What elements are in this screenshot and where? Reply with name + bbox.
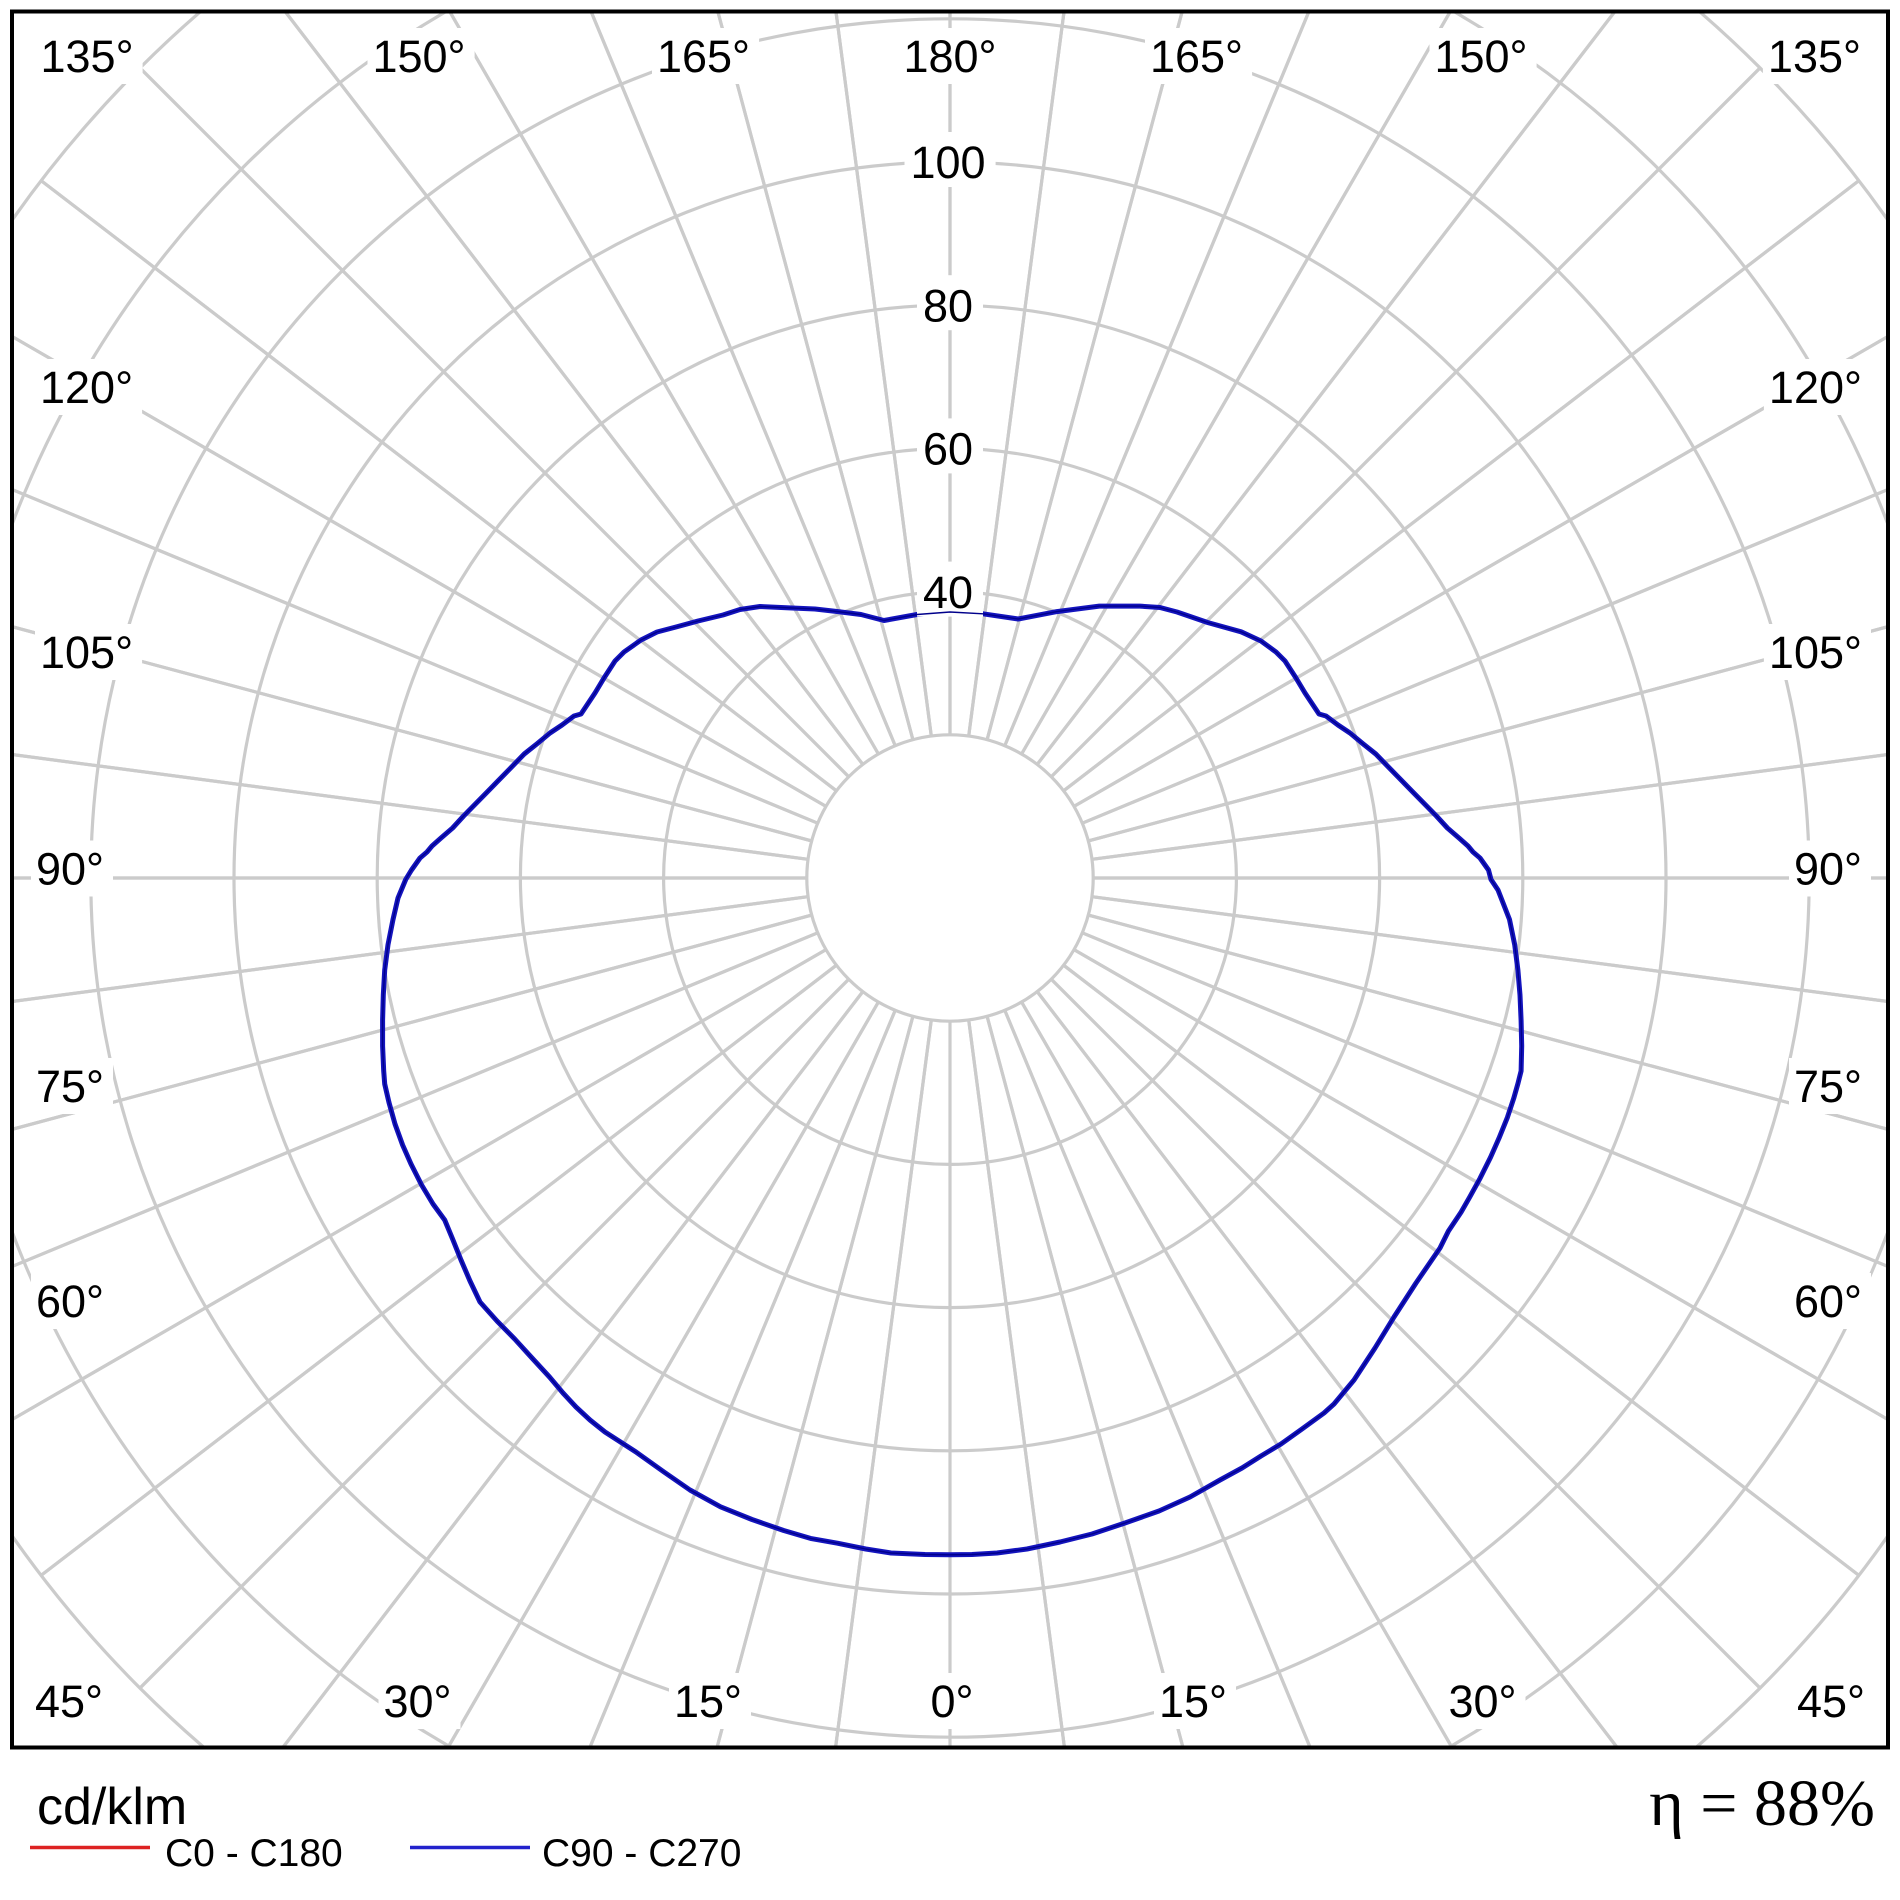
svg-text:15°: 15°: [674, 1676, 742, 1727]
svg-text:90°: 90°: [36, 844, 104, 895]
svg-text:165°: 165°: [657, 31, 750, 82]
svg-text:75°: 75°: [1794, 1061, 1862, 1112]
svg-text:120°: 120°: [1769, 362, 1862, 413]
svg-text:C0 - C180: C0 - C180: [165, 1832, 343, 1875]
svg-text:0°: 0°: [930, 1676, 973, 1727]
svg-text:165°: 165°: [1150, 31, 1243, 82]
svg-text:60°: 60°: [1794, 1276, 1862, 1327]
svg-text:60°: 60°: [36, 1276, 104, 1327]
svg-text:80: 80: [923, 280, 973, 331]
svg-text:30°: 30°: [383, 1676, 451, 1727]
svg-text:75°: 75°: [36, 1061, 104, 1112]
svg-text:150°: 150°: [372, 31, 465, 82]
svg-text:105°: 105°: [1769, 627, 1862, 678]
svg-text:180°: 180°: [903, 31, 996, 82]
svg-text:30°: 30°: [1448, 1676, 1516, 1727]
svg-text:cd/klm: cd/klm: [37, 1778, 187, 1836]
svg-text:15°: 15°: [1159, 1676, 1227, 1727]
svg-text:135°: 135°: [41, 31, 134, 82]
svg-text:90°: 90°: [1794, 844, 1862, 895]
svg-text:135°: 135°: [1768, 31, 1861, 82]
svg-text:η = 88%: η = 88%: [1649, 1767, 1875, 1840]
svg-text:45°: 45°: [1797, 1676, 1865, 1727]
svg-text:105°: 105°: [40, 627, 133, 678]
svg-text:40: 40: [923, 567, 973, 618]
svg-text:120°: 120°: [40, 362, 133, 413]
svg-text:150°: 150°: [1434, 31, 1527, 82]
svg-text:C90 - C270: C90 - C270: [542, 1832, 741, 1875]
svg-text:60: 60: [923, 424, 973, 475]
svg-text:100: 100: [910, 137, 985, 188]
svg-text:45°: 45°: [35, 1676, 103, 1727]
